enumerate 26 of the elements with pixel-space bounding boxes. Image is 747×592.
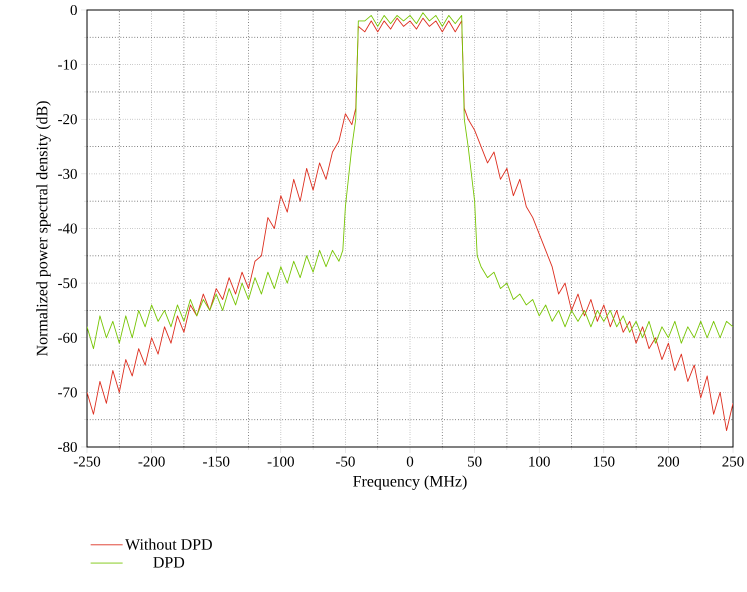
y-tick-label: -70 xyxy=(58,387,77,398)
y-tick-label: -40 xyxy=(58,223,77,234)
x-tick-label: 250 xyxy=(722,456,744,467)
x-tick-label: -100 xyxy=(268,456,294,467)
legend-label: Without DPD xyxy=(125,538,212,550)
line-series xyxy=(87,18,734,432)
y-tick-label: -30 xyxy=(58,168,77,179)
x-tick-label: -250 xyxy=(74,456,100,467)
y-tick-label: 0 xyxy=(70,4,77,16)
x-tick-label: 150 xyxy=(594,456,614,467)
x-tick-label: -200 xyxy=(138,456,165,467)
y-tick-label: -20 xyxy=(58,114,77,124)
x-tick-label: -150 xyxy=(203,456,230,467)
line-series xyxy=(87,12,734,350)
y-tick-label: -10 xyxy=(58,60,77,70)
x-tick-label: 100 xyxy=(529,456,550,467)
x-tick-label: 50 xyxy=(468,456,482,467)
x-tick-label: 0 xyxy=(406,456,414,467)
y-tick-label: -60 xyxy=(58,332,77,343)
x-tick-label: 200 xyxy=(658,456,680,467)
x-axis-title: Frequency (MHz) xyxy=(353,475,467,490)
legend-label: DPD xyxy=(153,557,184,568)
y-tick-label: -50 xyxy=(58,278,77,288)
y-tick-label: -80 xyxy=(58,442,77,452)
y-axis-title: Normalized power spectral density (dB) xyxy=(36,101,51,356)
x-tick-label: -50 xyxy=(336,456,355,467)
